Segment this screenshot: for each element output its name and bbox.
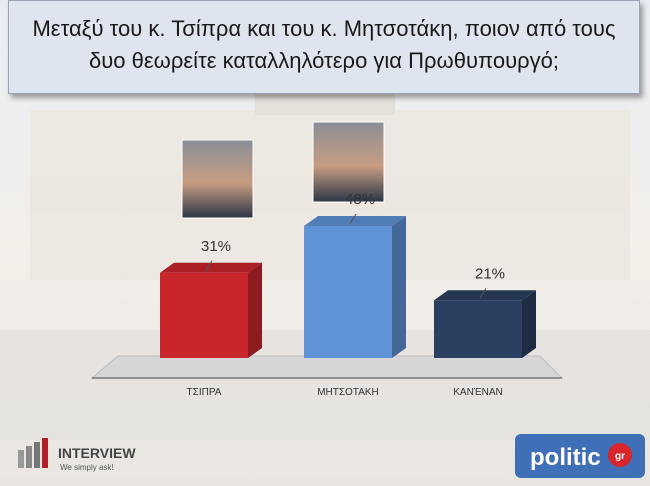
- left-logo: INTERVIEW We simply ask!: [18, 438, 136, 472]
- logo-box: [515, 434, 645, 478]
- logo-bar: [34, 442, 40, 468]
- bar-top: [434, 290, 536, 301]
- x-tick-label: ΚΑΝΈΝΑΝ: [453, 387, 503, 398]
- logo-tagline: We simply ask!: [60, 463, 114, 472]
- value-label: 48%: [345, 191, 375, 208]
- bar-side: [392, 216, 406, 358]
- logo-bar: [26, 446, 32, 468]
- logo-bar: [42, 438, 48, 468]
- bar-top: [304, 216, 406, 226]
- logo-suffix: gr: [615, 451, 625, 462]
- chart-title: Μεταξύ του κ. Τσίπρα και του κ. Μητσοτάκ…: [8, 0, 640, 94]
- leader-line: [479, 287, 487, 299]
- bar-side: [248, 262, 262, 358]
- right-logo: politic gr: [515, 434, 645, 478]
- leader-line: [205, 260, 213, 272]
- value-label: 31%: [201, 238, 231, 255]
- logo-text: INTERVIEW: [58, 445, 136, 461]
- photo: [181, 139, 254, 219]
- x-tick-label: ΤΣΙΠΡΑ: [187, 387, 222, 398]
- bar: [160, 272, 248, 358]
- logo-badge: [608, 443, 632, 467]
- floor: [90, 355, 564, 379]
- leader-line: [349, 213, 357, 225]
- x-tick-label: ΜΗΤΣΟΤΑΚΗ: [317, 387, 379, 398]
- bar-top: [160, 262, 262, 273]
- bar: [304, 226, 392, 358]
- logo-bar: [18, 450, 24, 468]
- bar: [434, 300, 522, 358]
- value-label: 21%: [475, 265, 505, 282]
- photo: [312, 121, 385, 203]
- logo-text: politic: [530, 444, 601, 471]
- bar-side: [522, 290, 536, 358]
